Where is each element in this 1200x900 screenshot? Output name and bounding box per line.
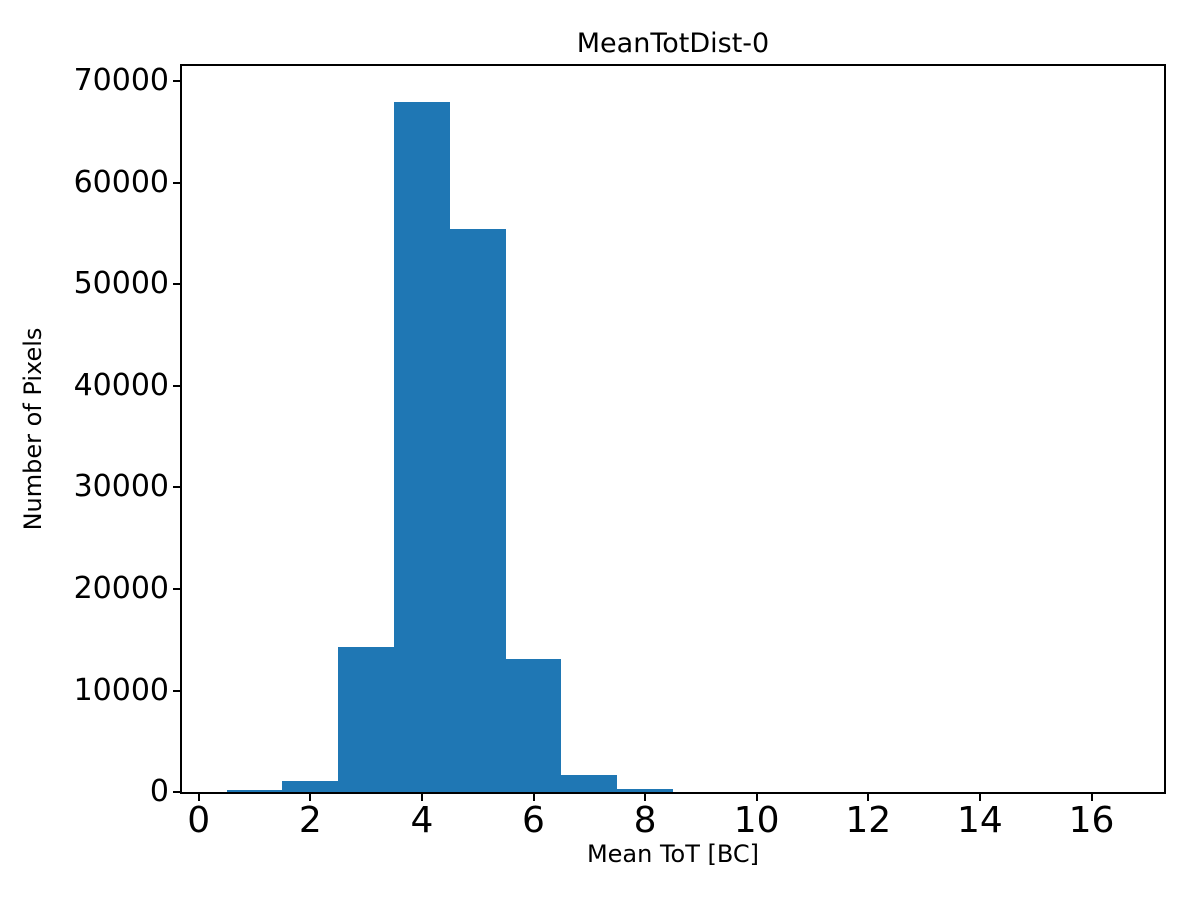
x-axis-tick-mark (978, 792, 981, 801)
x-axis-tick-label: 10 (733, 800, 780, 841)
histogram-bar (449, 228, 506, 792)
x-axis-tick-mark (755, 792, 758, 801)
histogram-bar (561, 775, 618, 792)
x-axis-tick-label: 8 (633, 800, 657, 841)
y-axis-tick-mark (173, 283, 182, 286)
x-axis-tick-label: 14 (956, 800, 1003, 841)
y-axis-tick-label: 30000 (73, 469, 169, 505)
x-axis-tick-mark (1090, 792, 1093, 801)
histogram-bar (338, 646, 394, 792)
x-axis-tick-label: 6 (522, 800, 545, 841)
y-axis-tick-mark (173, 80, 182, 83)
histogram-bar (505, 659, 562, 792)
y-axis-tick-mark (173, 486, 182, 489)
histogram-bar (394, 102, 450, 792)
y-axis-tick-label: 50000 (73, 266, 169, 302)
y-axis-tick-label: 10000 (73, 672, 169, 708)
y-axis-tick-mark (173, 181, 182, 184)
chart-title: MeanTotDist-0 (576, 28, 770, 59)
y-axis-label: Number of Pixels (19, 327, 47, 531)
y-axis-tick-label: 40000 (73, 367, 169, 403)
x-axis-tick-mark (867, 792, 870, 801)
y-axis-tick-mark (173, 384, 182, 387)
x-axis-tick-mark (309, 792, 312, 801)
x-axis-tick-mark (644, 792, 647, 801)
y-axis-tick-label: 60000 (73, 164, 169, 200)
y-axis-tick-label: 70000 (73, 63, 169, 99)
x-axis-tick-label: 16 (1068, 800, 1115, 841)
x-axis-tick-mark (532, 792, 535, 801)
histogram-bar (617, 789, 673, 792)
x-axis-tick-label: 12 (845, 800, 892, 841)
y-axis-tick-mark (173, 587, 182, 590)
x-axis-tick-mark (197, 792, 200, 801)
histogram-bar (226, 790, 283, 792)
x-axis-tick-label: 4 (410, 800, 434, 841)
y-axis-tick-label: 0 (149, 774, 169, 809)
x-axis-tick-label: 0 (187, 800, 211, 841)
x-axis-label: Mean ToT [BC] (586, 840, 760, 868)
y-axis-tick-mark (173, 689, 182, 692)
plot-area: 0 2 4 6 8 10 12 14 16 0 10000 20000 30000 40000 50000 6… (74, 64, 1166, 839)
y-axis-tick-label: 20000 (73, 570, 169, 606)
histogram-bar (282, 780, 339, 792)
x-axis-tick-label: 2 (298, 800, 322, 841)
x-axis-tick-mark (420, 792, 423, 801)
y-axis-tick-mark (173, 791, 182, 793)
